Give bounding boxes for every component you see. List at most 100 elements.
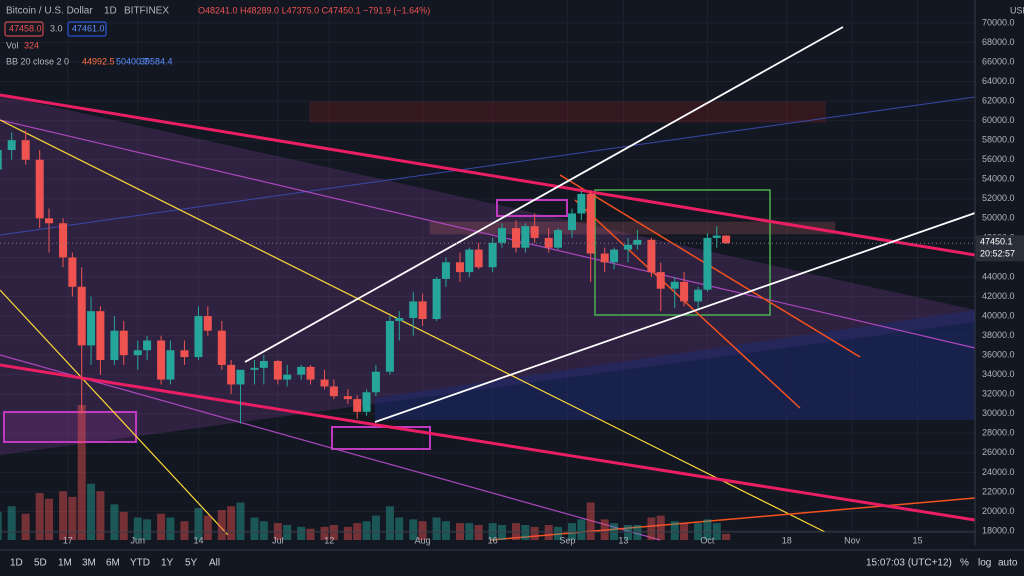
candle-body (395, 318, 404, 321)
bb-upper: 50400.7 (116, 56, 149, 66)
volume-bar (250, 517, 259, 540)
y-tick-label: 28000.0 (982, 428, 1015, 438)
ask-box[interactable] (67, 21, 107, 37)
y-tick-label: 60000.0 (982, 115, 1015, 125)
candle-body (511, 228, 520, 248)
volume-bar (236, 502, 245, 540)
candle-body (180, 350, 189, 358)
shaded-zone (375, 310, 975, 420)
y-tick-label: 50000.0 (982, 213, 1015, 223)
candle-body (647, 239, 656, 273)
candle-body (343, 396, 352, 400)
candle-body (87, 311, 96, 346)
volume-bar (96, 491, 105, 540)
candle-body (497, 228, 506, 243)
trend-line (374, 212, 976, 423)
y-tick-label: 22000.0 (982, 486, 1015, 496)
x-tick-label: Jul (272, 535, 284, 545)
volume-bar (432, 517, 441, 540)
x-tick-label: 16 (488, 535, 498, 545)
ask[interactable]: 47461.0 (72, 23, 105, 33)
candle-body (409, 301, 418, 319)
candle-body (45, 218, 54, 224)
exchange: BITFINEX (124, 6, 169, 17)
candle-body (259, 361, 268, 368)
candle-body (455, 262, 464, 273)
candle-body (329, 386, 338, 397)
candle-body (488, 242, 497, 268)
candle-body (110, 330, 119, 361)
candle-body (133, 350, 142, 356)
range-button[interactable]: 5D (34, 558, 47, 569)
candle-body (119, 330, 128, 356)
range-button[interactable]: 3M (82, 558, 96, 569)
toolbar: 15:07:03 (UTC+12) % log auto 1D 5D 1M 3M 6M Y… (0, 549, 1024, 569)
candle-body (722, 235, 731, 244)
volume-bar (21, 513, 30, 540)
y-tick-label: 56000.0 (982, 154, 1015, 164)
volume-bar (395, 517, 404, 540)
candle-body (320, 379, 329, 387)
symbol: Bitcoin / U.S. Dollar (6, 6, 93, 17)
candle-body (236, 369, 245, 385)
volume-bar (7, 506, 16, 540)
volume-bar (45, 498, 54, 540)
bb-lower: 39584.4 (140, 56, 173, 66)
y-tick-label: 58000.0 (982, 135, 1015, 145)
header: Bitcoin / U.S. Dollar 1D BITFINEX O48241… (4, 5, 430, 66)
volume-bar (530, 526, 539, 540)
range-button[interactable]: All (209, 558, 220, 569)
candle-body (385, 320, 394, 372)
y-tick-label: 18000.0 (982, 525, 1015, 535)
candle-body (273, 361, 282, 380)
shaded-wedge (0, 95, 975, 455)
volume-bar (217, 510, 226, 540)
y-tick-label: 36000.0 (982, 350, 1015, 360)
y-tick-label: 26000.0 (982, 447, 1015, 457)
volume-bar (722, 533, 731, 540)
candle-body (530, 226, 539, 238)
volume-bar (227, 506, 236, 540)
percent-toggle[interactable]: % (960, 558, 969, 569)
candle-body (143, 340, 152, 351)
candle-body (441, 262, 450, 279)
volume-bar (59, 491, 68, 540)
candle-body (568, 213, 577, 231)
x-tick-label: 14 (193, 535, 203, 545)
auto-toggle[interactable]: auto (998, 558, 1018, 569)
candles (0, 130, 975, 424)
trend-line (0, 119, 976, 349)
price-axis: USD 18000.0 20000.0 22000.0 24000.0 26000.0 2… (974, 0, 1024, 545)
y-tick-label: 30000.0 (982, 408, 1015, 418)
volume-bar (577, 519, 586, 540)
range-button[interactable]: 1Y (161, 558, 174, 569)
candle-body (712, 235, 721, 238)
axis-bg (975, 0, 1024, 545)
vol-value: 324 (24, 40, 39, 50)
y-tick-label: 40000.0 (982, 310, 1015, 320)
range-button[interactable]: 5Y (185, 558, 198, 569)
bid[interactable]: 47458.0 (9, 23, 42, 33)
bid-box[interactable] (4, 21, 44, 37)
candle-body (633, 239, 642, 245)
range-button[interactable]: 1M (58, 558, 72, 569)
y-tick-label: 38000.0 (982, 330, 1015, 340)
volume-bar (343, 526, 352, 540)
volume-bar (320, 526, 329, 540)
volume-bar (203, 515, 212, 540)
log-toggle[interactable]: log (978, 558, 991, 569)
countdown: 20:52:57 (980, 249, 1015, 259)
x-tick-label: Jun (130, 535, 145, 545)
candle-body (59, 223, 68, 258)
marker-box (3, 411, 137, 443)
candle-body (610, 249, 619, 263)
range-button[interactable]: YTD (130, 558, 150, 569)
y-tick-label: 70000.0 (982, 17, 1015, 27)
range-button[interactable]: 6M (106, 558, 120, 569)
bb-label: BB 20 close 2 0 (6, 56, 69, 66)
trend-line (0, 93, 976, 257)
range-button[interactable]: 1D (10, 558, 23, 569)
time-axis: 17 Jun 14 Jul 12 Aug 16 Sep 13 Oct 18 Nov 15 (0, 531, 975, 545)
y-tick-label: 64000.0 (982, 76, 1015, 86)
